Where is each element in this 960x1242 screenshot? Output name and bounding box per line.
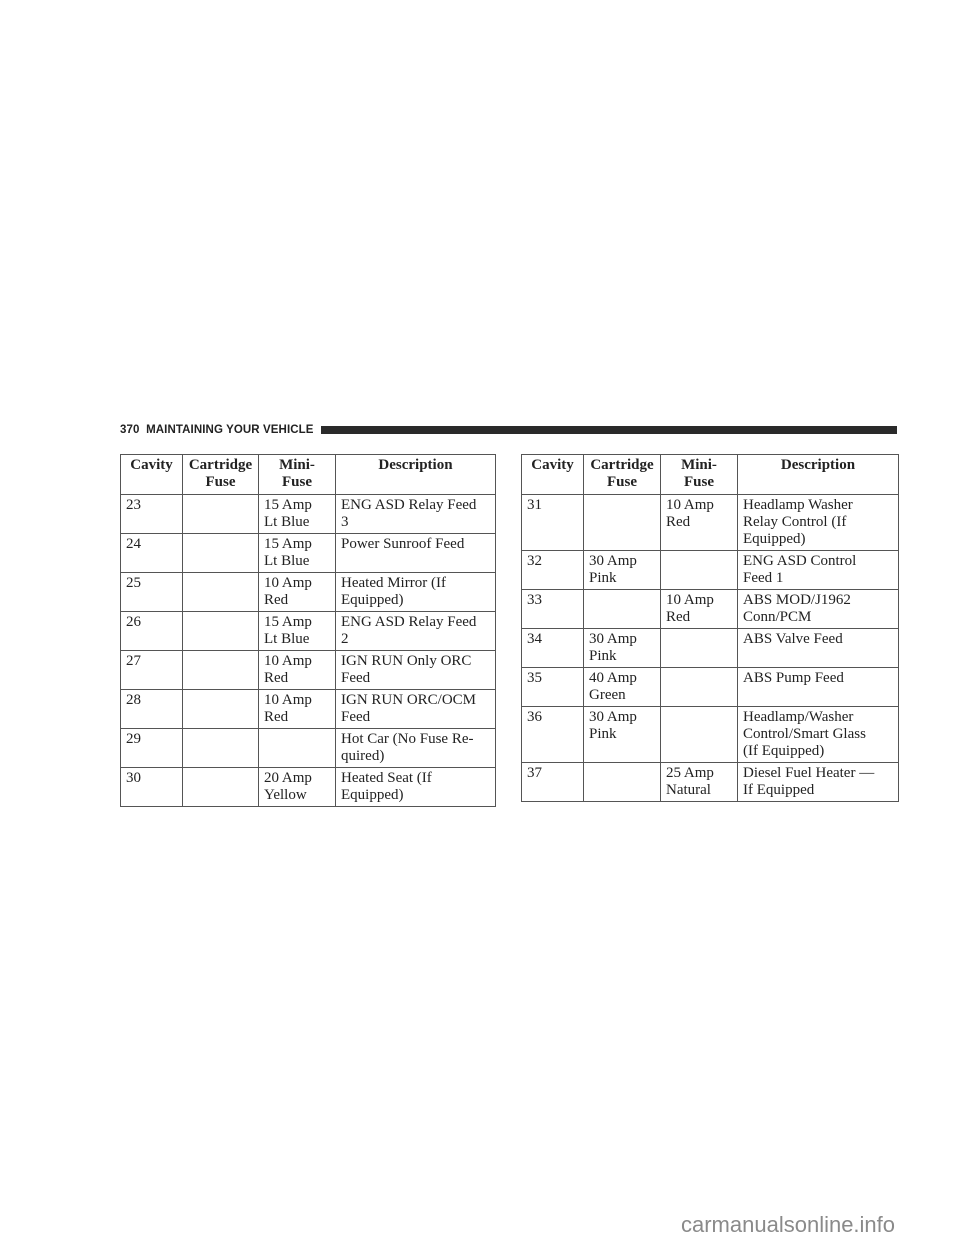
table-row: 32 30 Amp Pink ENG ASD Control Feed 1 (521, 550, 899, 590)
column-header-cavity: Cavity (120, 454, 183, 495)
watermark: carmanualsonline.info (681, 1212, 896, 1237)
table-row: 31 10 Amp Red Headlamp Washer Relay Contro… (521, 494, 899, 551)
mini-fuse-cell: 10 Amp Red (660, 494, 738, 551)
table-header-row: Cavity Cartridge Fuse Mini- Fuse Descrip… (521, 454, 899, 495)
cartridge-fuse-cell (583, 589, 661, 629)
mini-fuse-cell: 25 Amp Natural (660, 762, 738, 802)
running-header: 370 MAINTAINING YOUR VEHICLE (120, 422, 897, 438)
mini-fuse-cell: 10 Amp Red (258, 572, 336, 612)
table-row: 34 30 Amp Pink ABS Valve Feed (521, 628, 899, 668)
column-header-description: Description (335, 454, 496, 495)
cavity-cell: 36 (521, 706, 584, 763)
cartridge-fuse-cell: 30 Amp Pink (583, 706, 661, 763)
table-header-row: Cavity Cartridge Fuse Mini- Fuse Descrip… (120, 454, 496, 495)
cavity-cell: 34 (521, 628, 584, 668)
cartridge-fuse-cell (583, 494, 661, 551)
mini-fuse-cell: 10 Amp Red (258, 689, 336, 729)
column-header-mini-fuse: Mini- Fuse (258, 454, 336, 495)
description-cell: IGN RUN ORC/OCM Feed (335, 689, 496, 729)
mini-fuse-cell (660, 706, 738, 763)
description-cell: ABS Valve Feed (737, 628, 899, 668)
cavity-cell: 23 (120, 494, 183, 534)
cavity-cell: 29 (120, 728, 183, 768)
cavity-cell: 37 (521, 762, 584, 802)
cartridge-fuse-cell (182, 767, 259, 807)
column-header-mini-fuse: Mini- Fuse (660, 454, 738, 495)
column-header-cartridge-fuse: Cartridge Fuse (182, 454, 259, 495)
cavity-cell: 25 (120, 572, 183, 612)
cavity-cell: 32 (521, 550, 584, 590)
cartridge-fuse-cell: 30 Amp Pink (583, 628, 661, 668)
column-header-cavity: Cavity (521, 454, 584, 495)
cavity-cell: 24 (120, 533, 183, 573)
cavity-cell: 33 (521, 589, 584, 629)
cavity-cell: 31 (521, 494, 584, 551)
cartridge-fuse-cell (182, 650, 259, 690)
cartridge-fuse-cell (182, 533, 259, 573)
fuse-table-left: Cavity Cartridge Fuse Mini- Fuse Descrip… (120, 454, 496, 807)
mini-fuse-cell: 15 Amp Lt Blue (258, 494, 336, 534)
description-cell: Headlamp Washer Relay Control (If Equipp… (737, 494, 899, 551)
cartridge-fuse-cell (182, 611, 259, 651)
table-row: 33 10 Amp Red ABS MOD/J1962 Conn/PCM (521, 589, 899, 629)
mini-fuse-cell: 15 Amp Lt Blue (258, 611, 336, 651)
description-cell: ABS MOD/J1962 Conn/PCM (737, 589, 899, 629)
mini-fuse-cell (660, 628, 738, 668)
fuse-table-right: Cavity Cartridge Fuse Mini- Fuse Descrip… (521, 454, 899, 802)
table-row: 28 10 Amp Red IGN RUN ORC/OCM Feed (120, 689, 496, 729)
description-cell: ENG ASD Relay Feed 3 (335, 494, 496, 534)
table-row: 37 25 Amp Natural Diesel Fuel Heater — If … (521, 762, 899, 802)
cavity-cell: 35 (521, 667, 584, 707)
cartridge-fuse-cell (182, 494, 259, 534)
description-cell: Diesel Fuel Heater — If Equipped (737, 762, 899, 802)
description-cell: Hot Car (No Fuse Re- quired) (335, 728, 496, 768)
table-row: 25 10 Amp Red Heated Mirror (If Equipped) (120, 572, 496, 612)
mini-fuse-cell: 20 Amp Yellow (258, 767, 336, 807)
cavity-cell: 27 (120, 650, 183, 690)
cavity-cell: 28 (120, 689, 183, 729)
cartridge-fuse-cell: 40 Amp Green (583, 667, 661, 707)
cartridge-fuse-cell (182, 572, 259, 612)
page-number: 370 (120, 424, 140, 436)
section-title: MAINTAINING YOUR VEHICLE (146, 424, 314, 436)
mini-fuse-cell (258, 728, 336, 768)
description-cell: ENG ASD Control Feed 1 (737, 550, 899, 590)
description-cell: Power Sunroof Feed (335, 533, 496, 573)
column-header-cartridge-fuse: Cartridge Fuse (583, 454, 661, 495)
table-row: 36 30 Amp Pink Headlamp/Washer Control/Sma… (521, 706, 899, 763)
table-row: 29 Hot Car (No Fuse Re- quired) (120, 728, 496, 768)
description-cell: Headlamp/Washer Control/Smart Glass (If … (737, 706, 899, 763)
table-row: 35 40 Amp Green ABS Pump Feed (521, 667, 899, 707)
description-cell: IGN RUN Only ORC Feed (335, 650, 496, 690)
description-cell: Heated Mirror (If Equipped) (335, 572, 496, 612)
mini-fuse-cell: 15 Amp Lt Blue (258, 533, 336, 573)
mini-fuse-cell: 10 Amp Red (660, 589, 738, 629)
column-header-description: Description (737, 454, 899, 495)
description-cell: ABS Pump Feed (737, 667, 899, 707)
table-row: 26 15 Amp Lt Blue ENG ASD Relay Feed 2 (120, 611, 496, 651)
table-row: 23 15 Amp Lt Blue ENG ASD Relay Feed 3 (120, 494, 496, 534)
table-row: 27 10 Amp Red IGN RUN Only ORC Feed (120, 650, 496, 690)
cartridge-fuse-cell (182, 728, 259, 768)
table-row: 24 15 Amp Lt Blue Power Sunroof Feed (120, 533, 496, 573)
cartridge-fuse-cell: 30 Amp Pink (583, 550, 661, 590)
mini-fuse-cell (660, 550, 738, 590)
cavity-cell: 26 (120, 611, 183, 651)
mini-fuse-cell: 10 Amp Red (258, 650, 336, 690)
header-rule (320, 426, 897, 434)
cartridge-fuse-cell (583, 762, 661, 802)
cartridge-fuse-cell (182, 689, 259, 729)
table-row: 30 20 Amp Yellow Heated Seat (If Equipped) (120, 767, 496, 807)
mini-fuse-cell (660, 667, 738, 707)
description-cell: Heated Seat (If Equipped) (335, 767, 496, 807)
cavity-cell: 30 (120, 767, 183, 807)
description-cell: ENG ASD Relay Feed 2 (335, 611, 496, 651)
page-header-text: 370 MAINTAINING YOUR VEHICLE (120, 424, 314, 436)
